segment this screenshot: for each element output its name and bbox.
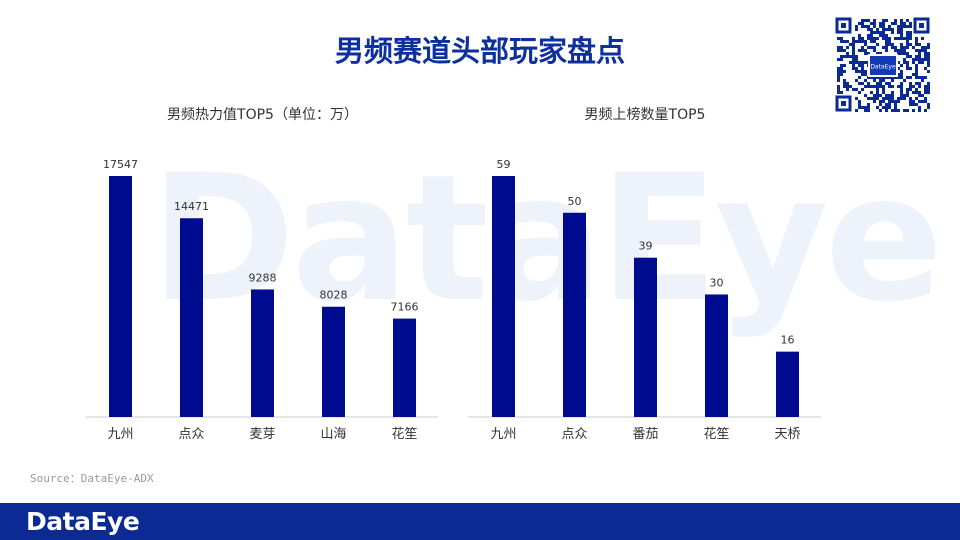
bar-value-label: 17547 — [103, 158, 138, 171]
bar-value-label: 7166 — [391, 301, 419, 314]
watermark-logo: DataEye — [150, 138, 943, 341]
category-label: 花笙 — [391, 426, 417, 442]
category-label: 点众 — [178, 427, 204, 442]
bar-value-label: 8028 — [320, 289, 348, 302]
chart-title-count: 男频上榜数量TOP5 — [584, 107, 706, 123]
bar — [109, 176, 132, 417]
category-label: 点众 — [561, 427, 587, 442]
qr-center-label: DataEye — [870, 64, 896, 71]
category-label: 九州 — [107, 427, 133, 442]
bar-value-label: 39 — [639, 240, 653, 253]
bar — [705, 294, 728, 417]
bar — [393, 318, 416, 417]
category-label: 麦芽 — [249, 427, 275, 442]
bar-chart-heat: 17547 九州 14471 点众 9288 麦芽 8028 山海 7166 花笙 — [85, 158, 438, 442]
category-label: 番茄 — [632, 427, 658, 442]
bar-value-label: 30 — [710, 276, 724, 289]
footer-band: DataEye — [0, 503, 960, 540]
bar — [180, 218, 203, 417]
chart-title-heat: 男频热力值TOP5（单位：万） — [167, 107, 358, 123]
source-note: Source：DataEye-ADX — [30, 472, 154, 485]
page-title: 男频赛道头部玩家盘点 — [334, 34, 625, 68]
category-label: 天桥 — [774, 427, 800, 442]
bar — [251, 289, 274, 417]
bar — [776, 351, 799, 417]
category-label: 花笙 — [703, 426, 729, 442]
bar-value-label: 16 — [781, 334, 795, 347]
bar-chart-count: 59 九州 50 点众 39 番茄 30 花笙 16 天桥 — [468, 158, 821, 442]
footer-logo: DataEye — [26, 507, 140, 536]
bar — [492, 176, 515, 417]
qr-code: DataEye — [835, 17, 930, 112]
bar-value-label: 14471 — [174, 200, 209, 213]
bar — [322, 306, 345, 417]
category-label: 九州 — [490, 427, 516, 442]
bar — [634, 257, 657, 417]
bar-value-label: 9288 — [249, 271, 277, 284]
bar-value-label: 59 — [497, 158, 511, 171]
category-label: 山海 — [320, 427, 346, 442]
bar-value-label: 50 — [568, 195, 582, 208]
bar — [563, 212, 586, 417]
